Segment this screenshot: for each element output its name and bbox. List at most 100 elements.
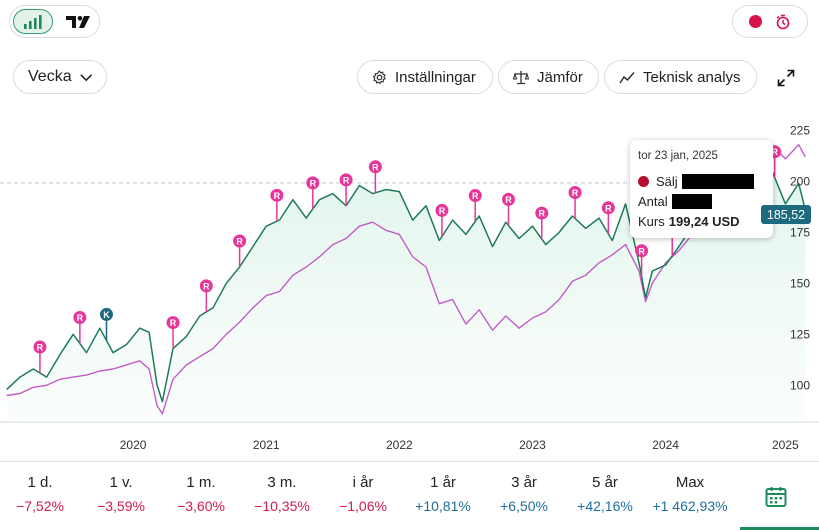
chevron-down-icon [79,73,92,81]
dividend-marker: R [33,340,47,374]
return-period-value: −1,06% [339,498,387,514]
buy-marker: K [99,307,113,341]
marker-dot [435,203,449,217]
settings-button[interactable]: Inställningar [357,60,493,94]
x-axis-tick-label: 2020 [120,438,147,452]
tooltip-quantity-label: Antal [638,193,668,209]
compare-button[interactable]: Jämför [498,60,599,94]
price-chart[interactable]: RRKRRRRRRRRRRRRRRRRRR 225200175150125100… [0,100,819,460]
x-axis-tick-label: 2023 [519,438,546,452]
dividend-marker: R [306,176,320,209]
return-period-value: +42,16% [577,498,633,514]
marker-label: R [472,191,479,201]
record-dot-icon[interactable] [749,15,763,28]
dividend-marker: R [199,279,213,312]
redacted-block [671,193,712,209]
return-period[interactable]: 1 m. −3,60% [156,474,246,514]
returns-bar: 1 d. −7,52% 1 v. −3,59% 1 m. −3,60% 3 m. −10,35… [0,461,819,530]
fullscreen-button[interactable] [773,66,799,90]
gear-icon [372,69,386,84]
trade-tooltip: tor 23 jan, 2025 Sälj Antal Kurs 199,24 … [630,140,773,238]
marker-label: R [638,246,645,256]
return-period[interactable]: 3 m. −10,35% [237,474,327,514]
marker-dot [233,234,247,248]
view-toggle [9,5,100,38]
tradingview-button[interactable] [58,9,98,34]
tradingview-logo-icon [66,15,90,28]
return-period-value: +10,81% [415,498,471,514]
return-period-value: −3,59% [97,498,145,514]
y-axis-tick-label: 125 [790,327,810,341]
last-price-badge: 185,52 [761,205,811,224]
y-axis-tick-label: 175 [790,225,810,239]
marker-label: R [539,209,546,219]
technical-analysis-button[interactable]: Teknisk analys [604,60,757,94]
return-period-label: 1 d. [27,474,53,491]
tooltip-price-row: Kurs 199,24 USD [638,211,765,231]
return-period-label: 1 m. [186,474,216,491]
period-label: Vecka [28,68,72,85]
marker-label: R [439,206,446,216]
return-period-value: −7,52% [16,498,64,514]
return-period-label: Max [675,474,705,491]
calendar-tab[interactable] [733,462,819,530]
dividend-marker: R [166,316,180,349]
active-tab-indicator [740,527,819,530]
return-period-value: −3,60% [177,498,225,514]
calendar-icon [765,486,787,507]
return-period[interactable]: Max +1 462,93% [645,474,735,514]
marker-dot [501,192,515,206]
return-period-label: 1 år [430,474,456,491]
dividend-marker: R [601,201,615,234]
dividend-marker: R [568,185,582,219]
y-axis-tick-label: 100 [790,378,810,392]
marker-dot [339,173,353,187]
tooltip-action-row: Sälj [638,171,765,191]
return-period[interactable]: 5 år +42,16% [560,474,650,514]
marker-label: R [372,162,379,172]
x-axis-tick-label: 2022 [386,438,413,452]
timer-icon[interactable] [775,14,791,30]
marker-dot [199,279,213,293]
marker-label: R [505,195,512,205]
tooltip-quantity-row: Antal [638,191,765,211]
marker-dot [568,185,582,199]
redacted-block [681,173,754,189]
marker-dot [601,201,615,215]
return-period-label: 3 m. [267,474,297,491]
return-period-value: +1 462,93% [652,498,728,514]
marker-label: R [77,313,84,323]
chart-toolbar: Vecka Inställningar Jämför Teknisk analy… [0,58,819,96]
marker-label: R [37,343,44,353]
marker-label: K [103,310,110,320]
tooltip-price-value: 199,24 USD [668,213,740,229]
y-axis-tick-label: 150 [790,276,810,290]
compare-label: Jämför [537,68,583,86]
marker-dot [73,310,87,324]
marker-dot [270,188,284,202]
return-period-label: 3 år [511,474,537,491]
dividend-marker: R [635,244,649,277]
scale-icon [513,70,529,84]
chart-view-button[interactable] [13,9,53,34]
marker-label: R [170,318,177,328]
marker-dot [535,206,549,220]
return-period[interactable]: 1 d. −7,52% [0,474,85,514]
marker-dot [468,189,482,203]
period-select[interactable]: Vecka [13,60,107,94]
x-axis-tick-label: 2024 [652,438,679,452]
x-axis-tick-label: 2021 [253,438,280,452]
marker-dot [33,340,47,354]
marker-dot [306,176,320,190]
marker-dot [635,244,649,258]
return-period[interactable]: 1 år +10,81% [398,474,488,514]
dividend-marker: R [270,188,284,222]
marker-dot [166,316,180,330]
return-period[interactable]: 1 v. −3,59% [76,474,166,514]
return-period[interactable]: i år −1,06% [318,474,408,514]
return-period[interactable]: 3 år +6,50% [479,474,569,514]
settings-label: Inställningar [395,68,476,86]
return-period-value: −10,35% [254,498,310,514]
dividend-marker: R [501,192,515,226]
marker-dot [99,307,113,321]
